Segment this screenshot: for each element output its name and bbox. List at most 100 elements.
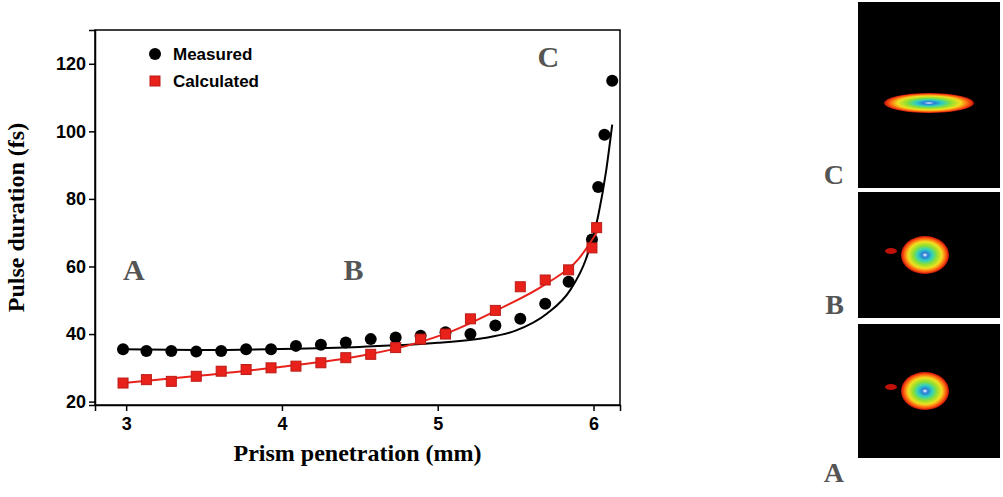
data-point <box>587 243 597 253</box>
y-tick: 80 <box>66 189 95 209</box>
inset: B <box>825 192 1000 320</box>
data-point <box>366 349 376 359</box>
data-point <box>315 339 327 351</box>
data-point <box>464 328 476 340</box>
data-point <box>391 343 401 353</box>
data-point <box>266 363 276 373</box>
data-point <box>165 345 177 357</box>
annotation: B <box>344 253 364 286</box>
x-tick-mark <box>593 405 595 411</box>
x-tick-label: 6 <box>589 414 599 434</box>
data-point <box>340 337 352 349</box>
data-point <box>341 353 351 363</box>
data-point <box>365 333 377 345</box>
y-tick-label: 120 <box>56 54 86 74</box>
x-tick-label: 4 <box>277 414 287 434</box>
x-tick-mark <box>282 405 284 411</box>
y-tick-label: 20 <box>66 392 86 412</box>
beam-spot <box>901 372 949 410</box>
x-tick-label: 3 <box>122 414 132 434</box>
legend: Measured Calculated <box>149 45 259 91</box>
x-tick: 3 <box>122 405 132 434</box>
y-axis-title: Pulse duration (fs) <box>3 123 29 312</box>
data-point <box>564 265 574 275</box>
data-point <box>190 346 202 358</box>
inset-image <box>858 324 1000 458</box>
legend-label: Measured <box>173 45 252 64</box>
legend-marker <box>150 76 160 86</box>
x-tick-label: 5 <box>433 414 443 434</box>
x-axis: 3 4 5 6 <box>96 405 621 434</box>
inset-image <box>858 192 1000 318</box>
inset-image <box>858 2 1000 188</box>
plot-marks <box>117 75 618 388</box>
y-tick-mark <box>89 64 95 66</box>
y-tick: 40 <box>66 324 95 344</box>
data-point <box>265 343 277 355</box>
data-point <box>241 365 251 375</box>
data-point <box>592 181 604 193</box>
data-point <box>441 329 451 339</box>
x-tick: 4 <box>277 405 287 434</box>
y-axis-line <box>89 31 96 406</box>
inset-label: A <box>824 457 845 488</box>
data-point <box>166 376 176 386</box>
data-point <box>216 366 226 376</box>
y-tick-mark <box>89 199 95 201</box>
data-point <box>540 275 550 285</box>
data-point <box>514 313 526 325</box>
data-point <box>539 298 551 310</box>
inset-label: C <box>824 159 844 190</box>
y-tick-mark <box>89 266 95 268</box>
fit-line <box>123 233 597 383</box>
x-axis-title: Prism penetration (mm) <box>234 440 482 466</box>
data-point <box>490 305 500 315</box>
y-tick-mark <box>89 334 95 336</box>
data-point <box>606 75 618 87</box>
annotation: C <box>538 40 560 73</box>
x-tick-mark <box>437 405 439 411</box>
data-point <box>141 375 151 385</box>
y-tick-mark <box>89 131 95 133</box>
inset-label: B <box>825 289 844 320</box>
beam-spot <box>901 236 949 274</box>
legend-marker <box>149 48 161 60</box>
data-point <box>563 276 575 288</box>
legend-label: Calculated <box>173 72 259 91</box>
y-tick-label: 100 <box>56 122 86 142</box>
y-tick-label: 60 <box>66 257 86 277</box>
data-point <box>240 343 252 355</box>
y-tick-label: 80 <box>66 189 86 209</box>
annotation: A <box>123 253 145 286</box>
y-tick: 120 <box>56 54 95 74</box>
data-point <box>390 331 402 343</box>
y-tick: 100 <box>56 122 95 142</box>
y-tick: 20 <box>66 392 95 412</box>
data-point <box>290 340 302 352</box>
data-point <box>191 371 201 381</box>
data-point <box>291 361 301 371</box>
y-axis: 20 40 60 80 100 120 <box>56 31 96 412</box>
data-point <box>489 320 501 332</box>
beam-speckle <box>885 384 897 390</box>
x-tick-mark <box>126 405 128 411</box>
inset: A <box>824 324 1000 488</box>
beam-speckle <box>885 248 897 254</box>
x-tick: 6 <box>589 405 599 434</box>
x-tick: 5 <box>433 405 443 434</box>
data-point <box>140 345 152 357</box>
data-point <box>598 129 610 141</box>
chart: 3 4 5 6 20 40 60 80 100 120 Prism penetration (mm)… <box>0 0 1003 497</box>
data-point <box>416 334 426 344</box>
data-point <box>515 282 525 292</box>
data-point <box>118 378 128 388</box>
data-point <box>316 358 326 368</box>
data-point <box>117 343 129 355</box>
inset: C <box>824 2 1000 190</box>
data-point <box>440 326 452 338</box>
fit-line <box>123 125 612 350</box>
y-tick-mark <box>89 401 95 403</box>
y-tick-label: 40 <box>66 324 86 344</box>
plot-frame <box>95 30 620 405</box>
data-point <box>465 314 475 324</box>
